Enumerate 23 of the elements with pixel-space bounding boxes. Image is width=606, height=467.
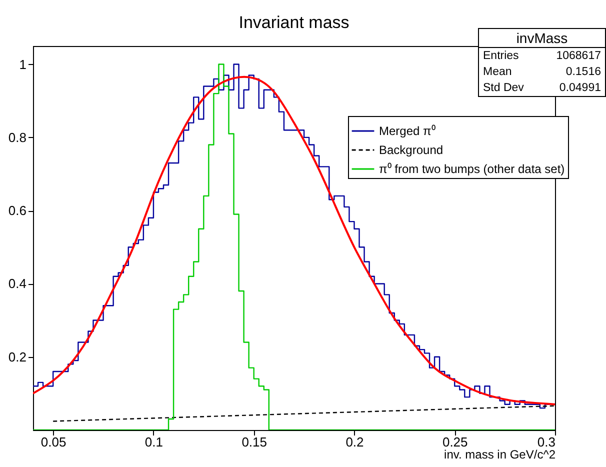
chart-title: Invariant mass (238, 13, 350, 32)
x-tick-label: 0.25 (442, 434, 468, 450)
x-tick-label: 0.2 (346, 434, 364, 450)
text: invMass (479, 29, 605, 48)
legend-label: Background (379, 143, 444, 157)
legend-label: Merged π⁰ (379, 124, 436, 138)
x-axis-title: inv. mass in GeV/c^2 (444, 448, 556, 462)
x-tick-label: 0.1 (144, 434, 163, 450)
x-tick-label: 0.15 (242, 434, 267, 450)
y-tick-label: 0.8 (8, 130, 26, 145)
x-tick-label: 0.05 (40, 434, 66, 450)
y-tick-label: 0.6 (8, 203, 26, 218)
text: 0.1516 (566, 66, 601, 78)
y-tick-label: 0.2 (8, 349, 26, 364)
y-tick-label: 0.4 (8, 276, 26, 292)
text: 0.04991 (559, 82, 601, 94)
y-tick-label: 1 (19, 56, 26, 72)
legend-label: π⁰ from two bumps (other data set) (379, 162, 565, 176)
annotation: Mean (483, 66, 512, 78)
text: 1068617 (556, 50, 601, 62)
annotation: Std Dev (483, 82, 524, 94)
x-tick-label: 0.3 (537, 434, 556, 450)
annotation: Entries (483, 50, 519, 62)
